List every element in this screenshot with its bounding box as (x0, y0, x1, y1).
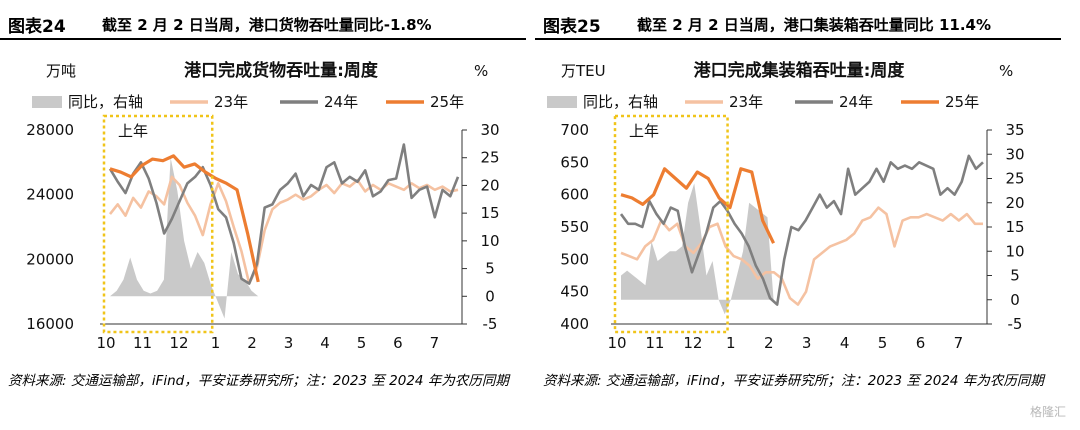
chart-title: 港口完成集装箱吞吐量:周度 (694, 60, 906, 81)
left-tick-label: 20000 (26, 250, 74, 268)
x-tick-label: 6 (393, 334, 403, 352)
x-tick-label: 1 (726, 334, 736, 352)
left-tick-label: 450 (560, 283, 589, 301)
right-tick-label: 30 (480, 121, 499, 139)
left-tick-label: 16000 (26, 315, 74, 333)
figure-header: 图表24 截至 2 月 2 日当周，港口货物吞吐量同比-1.8% (0, 6, 526, 40)
series-23-line (108, 175, 459, 285)
left-tick-label: 550 (560, 218, 589, 236)
left-tick-label: 28000 (26, 121, 74, 139)
x-tick-label: 1 (211, 334, 221, 352)
x-tick-label: 2 (247, 334, 257, 352)
x-tick-label: 12 (169, 334, 188, 352)
figure-number: 图表24 (8, 17, 66, 37)
x-tick-label: 2 (764, 334, 774, 352)
cargo-throughput-chart: 万吨 港口完成货物吞吐量:周度 % 同比，右轴 23年 24年 25年 28000 24000 2… (26, 60, 499, 352)
x-tick-label: 11 (133, 334, 152, 352)
left-axis-unit: 万TEU (561, 62, 606, 80)
legend-25-label: 25年 (945, 93, 979, 111)
figure-header: 图表25 截至 2 月 2 日当周，港口集装箱吞吐量同比 11.4% (535, 6, 1061, 40)
left-tick-label: 24000 (26, 186, 74, 204)
series-24-line (619, 154, 984, 306)
figure-title: 截至 2 月 2 日当周，港口货物吞吐量同比-1.8% (102, 16, 432, 34)
legend-23-label: 23年 (214, 93, 248, 111)
x-tick-label: 5 (878, 334, 888, 352)
right-tick-label: 25 (1005, 170, 1024, 188)
left-tick-label: 500 (560, 250, 589, 268)
right-tick-label: -5 (483, 315, 498, 333)
legend-swatch-ratio (32, 96, 62, 108)
x-tick-label: 7 (954, 334, 964, 352)
x-tick-label: 7 (430, 334, 440, 352)
x-tick-label: 10 (96, 334, 115, 352)
legend-23-label: 23年 (729, 93, 763, 111)
series-24-line (108, 143, 460, 285)
container-throughput-chart: 万TEU 港口完成集装箱吞吐量:周度 %同比，右轴 23年 24年 25年70065060… (547, 60, 1025, 352)
legend-25-label: 25年 (430, 93, 464, 111)
x-tick-label: 4 (320, 334, 330, 352)
right-tick-label: 10 (480, 232, 499, 250)
x-tick-label: 5 (357, 334, 367, 352)
right-tick-label: 35 (1005, 121, 1024, 139)
right-tick-label: 5 (485, 260, 495, 278)
left-tick-label: 400 (560, 315, 589, 333)
legend-label-ratio: 同比，右轴 (583, 93, 658, 111)
x-tick-label: 11 (645, 334, 664, 352)
series-25-line (109, 154, 260, 283)
source-note: 资料来源: 交通运输部，iFind，平安证券研究所；注：2023 至 2024 … (543, 373, 1044, 389)
chart-title: 港口完成货物吞吐量:周度 (184, 60, 379, 81)
legend-24-label: 24年 (839, 93, 873, 111)
chart-panel-24: 图表24 截至 2 月 2 日当周，港口货物吞吐量同比-1.8% 万吨 港口完成货… (0, 0, 530, 430)
source-note: 资料来源: 交通运输部，iFind，平安证券研究所；注：2023 至 2024 … (8, 373, 509, 389)
right-tick-label: 5 (1010, 267, 1020, 285)
right-tick-label: 10 (1005, 242, 1024, 260)
left-tick-label: 600 (560, 186, 589, 204)
right-tick-label: 30 (1005, 145, 1024, 163)
prior-year-label: 上年 (118, 122, 148, 140)
figure-title: 截至 2 月 2 日当周，港口集装箱吞吐量同比 11.4% (637, 16, 992, 34)
left-axis-unit: 万吨 (46, 62, 76, 80)
right-tick-label: 20 (480, 176, 499, 194)
x-tick-label: 3 (284, 334, 294, 352)
left-tick-label: 650 (560, 153, 589, 171)
right-tick-label: 15 (480, 204, 499, 222)
figure-number: 图表25 (543, 17, 601, 37)
x-tick-label: 10 (607, 334, 626, 352)
x-tick-label: 12 (683, 334, 702, 352)
right-tick-label: 0 (485, 287, 495, 305)
x-tick-label: 4 (840, 334, 850, 352)
x-tick-label: 3 (802, 334, 812, 352)
right-tick-label: 25 (480, 149, 499, 167)
series-25-line (620, 167, 776, 244)
series-yoy-area (110, 157, 259, 319)
right-tick-label: 0 (1010, 291, 1020, 309)
right-axis-unit: % (474, 62, 488, 80)
right-axis-unit: % (999, 62, 1013, 80)
right-tick-label: -5 (1008, 315, 1023, 333)
prior-year-label: 上年 (629, 122, 659, 140)
watermark-logo: 格隆汇 (1029, 405, 1066, 419)
prior-year-box (613, 114, 729, 334)
legend-label-ratio: 同比，右轴 (68, 93, 143, 111)
left-tick-label: 700 (560, 121, 589, 139)
chart-panel-25: 图表25 截至 2 月 2 日当周，港口集装箱吞吐量同比 11.4% 万TEU 港… (535, 0, 1065, 430)
prior-year-box (102, 114, 214, 334)
x-tick-label: 6 (916, 334, 926, 352)
legend-swatch-ratio (547, 96, 577, 108)
right-tick-label: 15 (1005, 218, 1024, 236)
right-tick-label: 20 (1005, 194, 1024, 212)
legend-24-label: 24年 (324, 93, 358, 111)
